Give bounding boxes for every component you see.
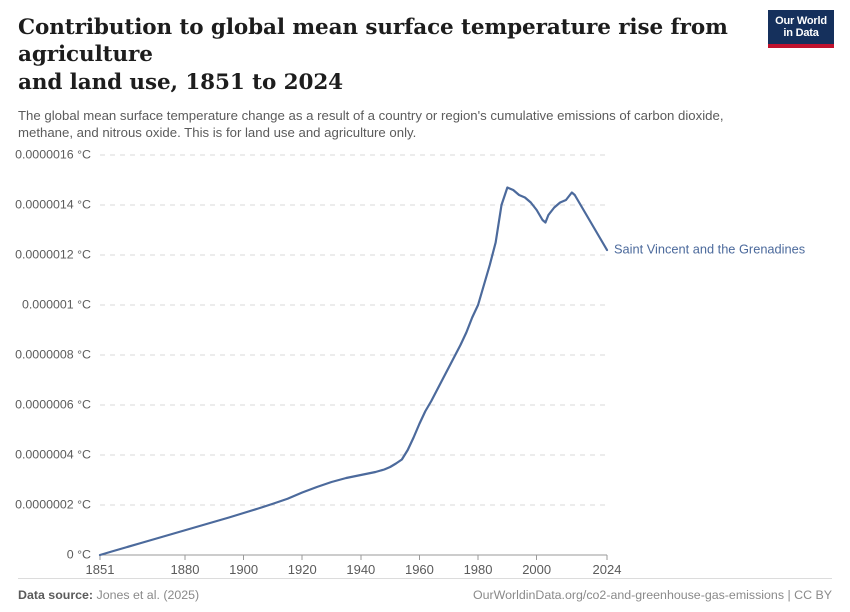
y-axis-tick-label: 0.0000002 °C (15, 497, 91, 511)
series-lines (98, 186, 609, 557)
y-axis-tick-label: 0.0000014 °C (15, 197, 91, 211)
y-axis-tick-label: 0.0000006 °C (15, 397, 91, 411)
x-axis-tick-label: 1960 (405, 562, 434, 577)
x-axis-tick-label: 1980 (464, 562, 493, 577)
data-source: Data source: Jones et al. (2025) (18, 588, 199, 602)
series-label[interactable]: Saint Vincent and the Grenadines (614, 241, 805, 256)
gridlines (100, 154, 607, 506)
line-chart[interactable]: 0 °C 0.0000002 °C 0.0000004 °C 0.0000006 °C… (0, 148, 850, 578)
y-axis-tick-label: 0.000001 °C (22, 297, 91, 311)
y-axis-tick-label: 0 °C (67, 547, 91, 561)
x-axis-tick-label: 1940 (346, 562, 375, 577)
x-axis-tick-label: 1900 (229, 562, 258, 577)
y-axis-tick-label: 0.0000012 °C (15, 247, 91, 261)
y-axis-tick-labels: 0 °C 0.0000002 °C 0.0000004 °C 0.0000006 °C… (15, 148, 91, 561)
x-axis: 1851 1880 1900 1920 1940 1960 1980 2000 2024 (86, 554, 622, 577)
x-axis-tick-label: 1920 (288, 562, 317, 577)
series-line (98, 186, 609, 557)
series-end-label[interactable]: Saint Vincent and the Grenadines (614, 241, 805, 256)
data-source-value: Jones et al. (2025) (96, 587, 200, 602)
y-axis-tick-label: 0.0000008 °C (15, 347, 91, 361)
data-source-label: Data source: (18, 587, 94, 602)
x-axis-tick-label: 2024 (593, 562, 622, 577)
chart-header: Contribution to global mean surface temp… (0, 0, 850, 142)
attribution-link[interactable]: OurWorldinData.org/co2-and-greenhouse-ga… (472, 587, 832, 602)
logo-line-2: in Data (783, 27, 819, 40)
chart-subtitle: The global mean surface temperature chan… (18, 107, 724, 141)
x-axis-tick-label: 1851 (86, 562, 115, 577)
our-world-in-data-logo[interactable]: Our World in Data (768, 10, 834, 48)
chart-footer: Data source: Jones et al. (2025) OurWorl… (18, 577, 832, 612)
logo-line-1: Our World (775, 15, 827, 27)
y-axis-tick-label: 0.0000016 °C (15, 148, 91, 161)
chart-plot-area[interactable]: 0 °C 0.0000002 °C 0.0000004 °C 0.0000006 °C… (0, 148, 850, 578)
x-axis-tick-label: 2000 (522, 562, 551, 577)
page-title: Contribution to global mean surface temp… (18, 15, 728, 95)
y-axis-tick-label: 0.0000004 °C (15, 447, 91, 461)
x-axis-tick-label: 1880 (171, 562, 200, 577)
